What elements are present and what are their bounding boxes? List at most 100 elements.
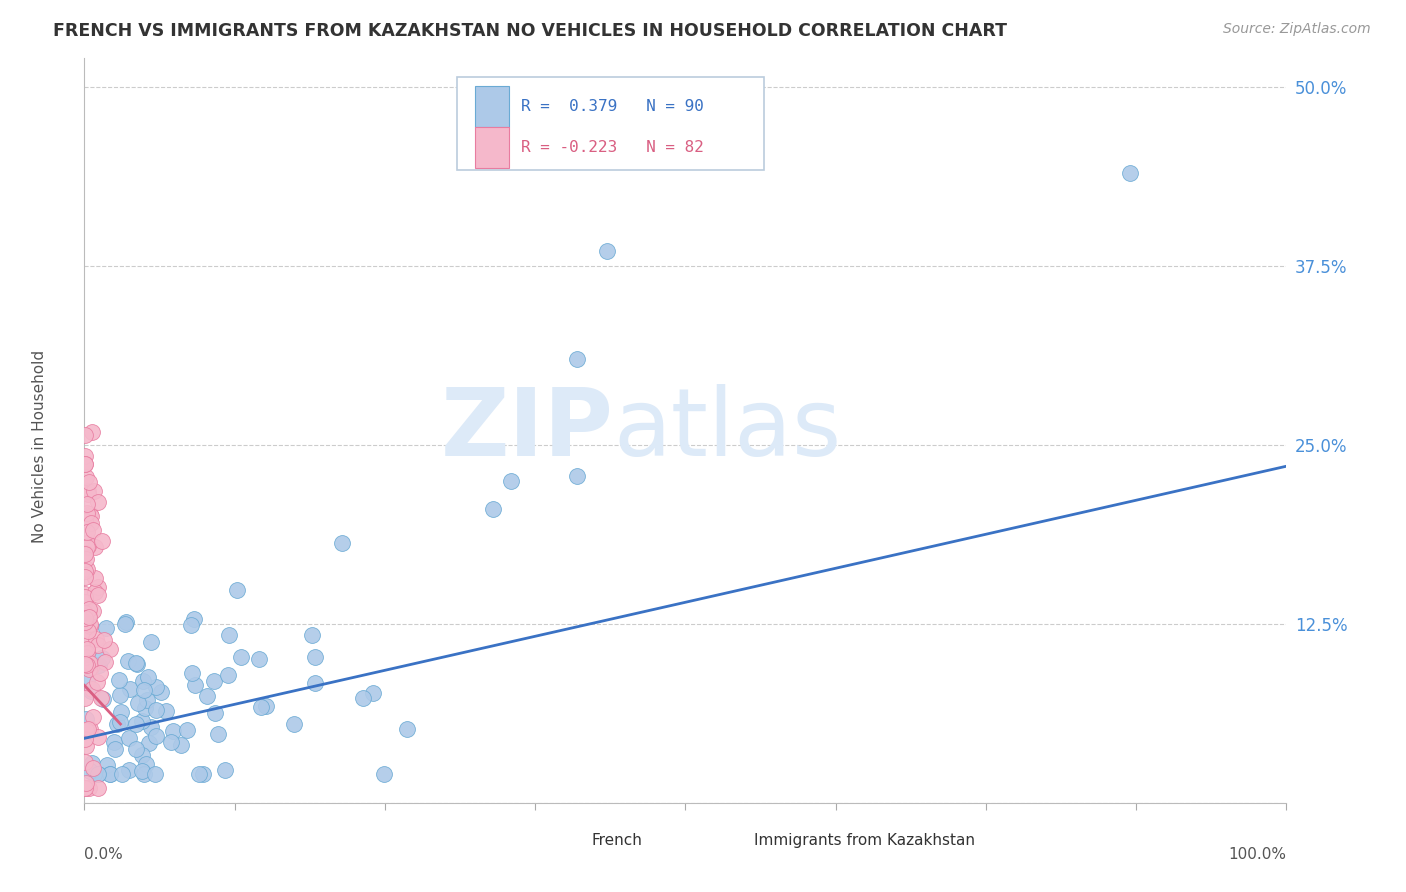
Point [141, 720, 163, 734]
Point [75, 731, 97, 746]
Point [76, 535, 98, 549]
Point [73, 755, 96, 769]
Text: Source: ZipAtlas.com: Source: ZipAtlas.com [1223, 22, 1371, 37]
Point [75, 564, 97, 578]
Point [226, 582, 249, 597]
Point [73, 428, 96, 442]
Point [104, 741, 127, 756]
Point [229, 650, 252, 665]
Point [82, 523, 104, 537]
Point [73, 611, 96, 625]
Point [108, 688, 131, 702]
Point [98, 767, 121, 781]
Point [118, 731, 141, 745]
Text: 100.0%: 100.0% [1229, 847, 1286, 863]
Point [80, 684, 103, 698]
Point [79, 619, 101, 633]
Point [107, 673, 129, 687]
Point [132, 674, 155, 689]
Point [93, 633, 115, 648]
Point [89, 666, 111, 681]
Point [187, 767, 209, 781]
Point [145, 703, 167, 717]
Point [87, 588, 110, 602]
Point [79, 764, 101, 778]
Point [77, 487, 100, 501]
Bar [721, 823, 748, 851]
Point [131, 748, 153, 763]
Point [75, 457, 97, 471]
Point [79, 508, 101, 522]
Point [75, 457, 97, 471]
Point [76, 497, 98, 511]
Point [75, 606, 97, 620]
Text: atlas: atlas [613, 384, 842, 476]
Point [76, 642, 98, 657]
Text: French: French [592, 832, 643, 847]
Point [98, 641, 121, 656]
Point [75, 650, 97, 665]
Point [77, 539, 100, 553]
Point [195, 689, 218, 703]
Point [184, 678, 207, 692]
Point [120, 682, 142, 697]
Text: R =  0.379   N = 90: R = 0.379 N = 90 [520, 98, 703, 113]
Text: FRENCH VS IMMIGRANTS FROM KAZAKHSTAN NO VEHICLES IN HOUSEHOLD CORRELATION CHART: FRENCH VS IMMIGRANTS FROM KAZAKHSTAN NO … [53, 22, 1008, 40]
Point [87, 580, 110, 594]
Point [108, 715, 131, 730]
Point [79, 508, 101, 523]
Point [75, 548, 97, 562]
FancyBboxPatch shape [457, 77, 763, 169]
Point [73, 591, 96, 605]
Point [145, 680, 167, 694]
Point [86, 674, 108, 689]
Point [138, 736, 160, 750]
Point [247, 652, 270, 666]
Point [77, 610, 100, 624]
Bar [560, 823, 586, 851]
Point [80, 660, 103, 674]
Point [162, 723, 184, 738]
Point [79, 723, 101, 737]
Point [180, 618, 202, 632]
Point [76, 624, 98, 639]
Point [127, 657, 149, 671]
Point [77, 475, 100, 489]
Point [96, 757, 118, 772]
Point [76, 562, 98, 576]
Point [127, 696, 149, 710]
Point [283, 716, 305, 731]
Text: R = -0.223   N = 82: R = -0.223 N = 82 [520, 140, 703, 154]
Point [482, 502, 505, 516]
Point [254, 698, 277, 713]
Point [501, 474, 523, 488]
Point [567, 351, 589, 366]
Point [73, 586, 96, 600]
Point [373, 767, 395, 781]
Text: 0.0%: 0.0% [84, 847, 124, 863]
Point [76, 673, 98, 688]
Point [76, 658, 98, 673]
Point [87, 494, 110, 508]
Point [596, 244, 619, 259]
Point [82, 425, 104, 439]
Point [110, 706, 132, 720]
Point [204, 706, 226, 720]
Point [118, 763, 141, 777]
Point [145, 767, 167, 781]
Point [77, 662, 100, 676]
Point [75, 615, 97, 629]
Point [132, 683, 155, 698]
Point [75, 595, 97, 609]
Point [124, 717, 146, 731]
Point [134, 701, 156, 715]
Point [90, 651, 112, 665]
Point [193, 767, 215, 781]
Point [139, 634, 162, 648]
Point [131, 764, 153, 779]
Point [176, 723, 198, 738]
Point [73, 570, 96, 584]
Point [207, 726, 229, 740]
Point [76, 551, 98, 566]
Point [76, 506, 98, 520]
